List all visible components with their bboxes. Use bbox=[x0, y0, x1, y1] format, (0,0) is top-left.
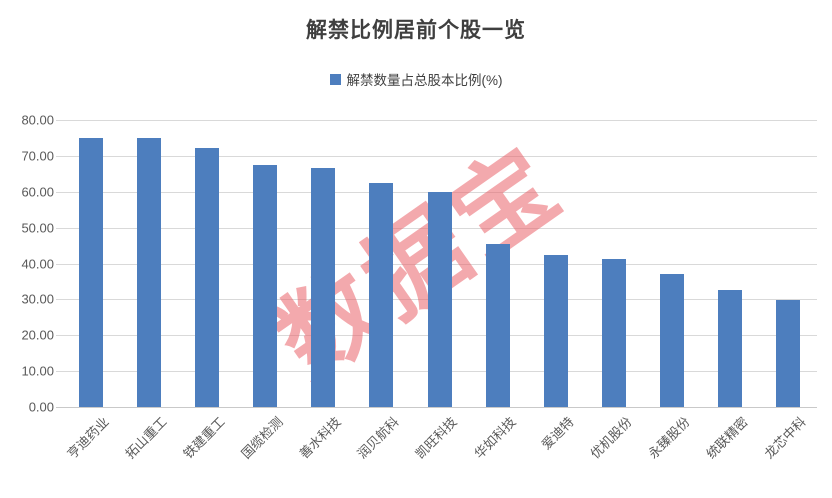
bar bbox=[195, 147, 220, 407]
x-axis-category-label: 优机股份 bbox=[587, 414, 635, 462]
bar bbox=[427, 192, 452, 407]
x-axis-category-label: 善水科技 bbox=[296, 414, 345, 462]
bar bbox=[775, 300, 800, 407]
bar bbox=[543, 254, 568, 407]
y-axis-tick-label: 60.00 bbox=[21, 184, 54, 200]
x-axis-category-label: 润贝航科 bbox=[354, 414, 403, 462]
x-axis-category-label: 铁建重工 bbox=[180, 414, 228, 462]
x-axis-category-label: 爱迪特 bbox=[538, 414, 577, 453]
y-axis-tick-label: 30.00 bbox=[21, 291, 54, 307]
bar bbox=[137, 137, 162, 407]
x-axis-category-label: 凯旺科技 bbox=[412, 414, 461, 462]
y-axis-tick-label: 50.00 bbox=[21, 220, 54, 236]
x-axis-category-label: 永臻股份 bbox=[645, 414, 693, 462]
bar bbox=[311, 168, 336, 407]
bar bbox=[253, 164, 278, 407]
x-axis-line bbox=[56, 407, 817, 408]
y-axis-tick-label: 20.00 bbox=[21, 327, 54, 343]
bar bbox=[601, 259, 626, 407]
chart-title: 解禁比例居前个股一览 bbox=[306, 19, 526, 42]
x-axis-category-label: 国缆检测 bbox=[238, 414, 286, 462]
y-axis-tick-label: 10.00 bbox=[21, 363, 54, 379]
y-axis-tick-label: 70.00 bbox=[21, 148, 54, 164]
y-axis-tick-label: 0.00 bbox=[28, 399, 54, 415]
datatreasure-watermark: 数据宝 bbox=[257, 125, 582, 400]
legend-series-label: 解禁数量占总股本比例(%) bbox=[346, 73, 503, 88]
y-axis-tick-label: 80.00 bbox=[21, 112, 54, 128]
bar bbox=[659, 274, 684, 407]
y-axis-tick-label: 40.00 bbox=[21, 256, 54, 271]
gridline bbox=[56, 191, 817, 193]
gridline bbox=[56, 120, 817, 121]
x-axis-category-label: 亨迪药业 bbox=[64, 414, 112, 462]
bar bbox=[369, 182, 394, 407]
x-axis-category-label: 龙芯中科 bbox=[761, 414, 809, 462]
bar bbox=[485, 244, 510, 407]
x-axis-category-label: 统联精密 bbox=[703, 414, 751, 462]
bar bbox=[79, 137, 104, 407]
x-axis-category-label: 拓山重工 bbox=[122, 414, 170, 462]
legend: 解禁数量占总股本比例(%) bbox=[0, 69, 832, 89]
x-axis-category-label: 华如科技 bbox=[470, 414, 519, 462]
gridline bbox=[56, 155, 817, 157]
plot-area: 数据宝 0.00 10.00 20.00 30.00 40.00 50.00 60.00 70… bbox=[21, 113, 817, 462]
legend-series-marker-icon bbox=[329, 73, 341, 85]
bar bbox=[717, 290, 742, 407]
